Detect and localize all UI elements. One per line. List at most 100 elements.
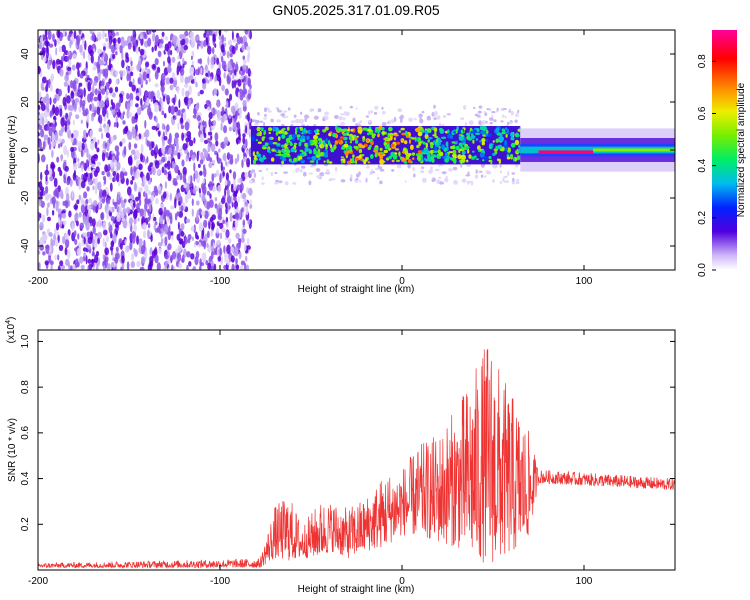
noise-speckle (163, 206, 167, 217)
noise-speckle (181, 38, 186, 46)
signal-mark (313, 148, 317, 154)
noise-speckle (83, 252, 87, 257)
noise-speckle (207, 131, 213, 136)
noise-speckle (39, 212, 42, 219)
noise-speckle (150, 195, 155, 202)
noise-speckle (181, 113, 184, 119)
noise-speckle (129, 66, 134, 71)
noise-speckle (147, 229, 150, 239)
signal-mark (347, 160, 351, 164)
noise-speckle (67, 35, 71, 41)
noise-speckle (121, 138, 126, 144)
signal-halo-mark (511, 172, 516, 175)
signal-mark (262, 154, 266, 160)
signal-mark (475, 158, 479, 161)
noise-speckle (57, 208, 62, 215)
noise-speckle (161, 31, 165, 37)
noise-speckle (221, 227, 226, 233)
noise-speckle (45, 102, 50, 111)
colorbar-tick-label: 0.2 (697, 210, 708, 224)
signal-halo-mark (429, 166, 433, 170)
noise-speckle (70, 80, 73, 89)
signal-halo-mark (255, 119, 260, 124)
noise-speckle (159, 42, 163, 48)
noise-speckle (111, 155, 115, 163)
noise-speckle (130, 99, 133, 107)
noise-speckle (39, 112, 45, 118)
colorbar-gradient (712, 30, 737, 270)
noise-speckle (64, 233, 70, 240)
x-tick-label: 0 (399, 576, 405, 587)
noise-speckle (73, 103, 77, 112)
noise-speckle (76, 36, 79, 46)
signal-mark (514, 157, 518, 162)
noise-speckle (165, 94, 171, 103)
noise-speckle (199, 159, 204, 165)
noise-speckle (56, 189, 60, 199)
noise-speckle (65, 193, 70, 202)
signal-halo-mark (300, 165, 306, 169)
signal-halo-mark (369, 172, 373, 175)
noise-speckle (144, 184, 149, 193)
noise-speckle (152, 63, 156, 70)
signal-halo-mark (396, 164, 402, 169)
signal-mark (303, 131, 307, 135)
noise-speckle (97, 63, 101, 74)
signal-mark (306, 135, 310, 141)
noise-speckle (242, 136, 246, 145)
signal-mark (325, 137, 328, 143)
signal-mark (290, 147, 295, 153)
signal-mark (268, 137, 272, 140)
noise-speckle (155, 34, 159, 45)
noise-speckle (137, 217, 140, 222)
noise-speckle (74, 258, 79, 269)
noise-speckle (219, 247, 222, 257)
noise-speckle (101, 152, 106, 162)
signal-mark (452, 149, 457, 155)
noise-speckle (228, 114, 232, 119)
noise-speckle (103, 46, 106, 51)
signal-mark (403, 160, 408, 164)
noise-speckle (178, 263, 183, 269)
signal-mark (308, 149, 312, 153)
noise-speckle (191, 198, 194, 206)
noise-speckle (80, 180, 86, 189)
noise-speckle (134, 113, 139, 120)
noise-speckle (184, 30, 189, 37)
noise-speckle (132, 36, 137, 46)
noise-speckle (151, 30, 157, 33)
noise-speckle (180, 223, 185, 231)
signal-halo-mark (515, 181, 520, 185)
signal-halo-mark (517, 109, 520, 114)
signal-halo-mark (495, 110, 498, 113)
signal-halo-mark (296, 167, 300, 172)
noise-speckle (65, 258, 70, 266)
signal-mark (422, 141, 426, 145)
signal-halo-mark (463, 105, 467, 110)
noise-speckle (223, 36, 227, 42)
noise-speckle (172, 251, 176, 260)
y-tick-label: 0.6 (20, 425, 31, 439)
signal-halo-mark (489, 121, 493, 125)
signal-mark (334, 140, 339, 145)
noise-speckle (199, 265, 202, 270)
noise-speckle (136, 260, 141, 268)
signal-mark (292, 137, 296, 142)
noise-speckle (222, 219, 226, 224)
noise-speckle (224, 254, 227, 264)
noise-speckle (235, 258, 238, 265)
noise-speckle (121, 255, 125, 264)
noise-speckle (201, 121, 206, 126)
noise-speckle (78, 211, 82, 218)
noise-speckle (43, 96, 48, 101)
noise-speckle (203, 167, 207, 178)
noise-speckle (228, 39, 232, 46)
noise-speckle (114, 145, 120, 152)
noise-speckle (90, 140, 95, 151)
signal-mark (499, 133, 503, 137)
noise-speckle (226, 256, 230, 266)
noise-speckle (67, 84, 70, 94)
signal-mark (257, 141, 262, 144)
noise-speckle (242, 99, 247, 107)
noise-speckle (226, 221, 229, 229)
